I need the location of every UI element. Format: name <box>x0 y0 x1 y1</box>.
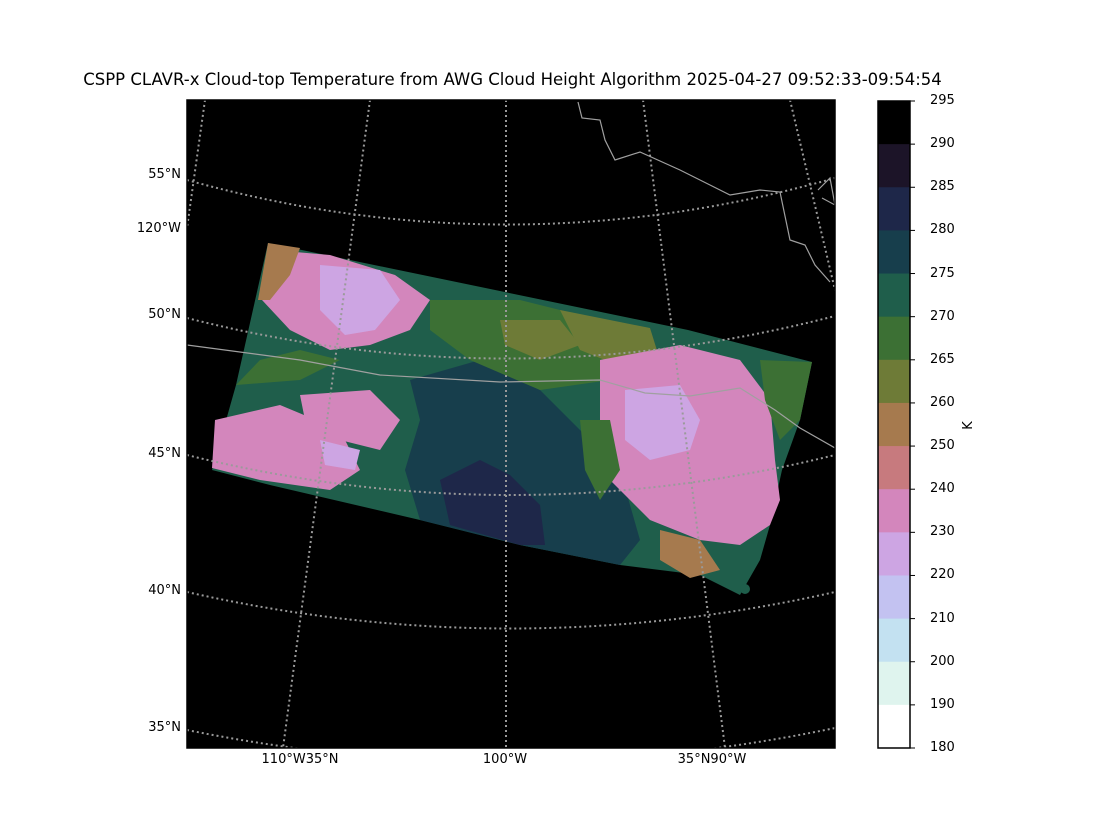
colorbar-tick-label: 295 <box>930 93 955 108</box>
colorbar-bin <box>878 402 910 447</box>
colorbar-tick-label: 265 <box>930 351 955 367</box>
swath-lavender-nw <box>320 265 400 335</box>
colorbar-tick-label: 270 <box>930 308 955 324</box>
colorbar-bin <box>878 187 910 231</box>
colorbar-tick-label: 290 <box>930 136 955 152</box>
colorbar-tick-label: 260 <box>930 394 955 410</box>
meridian-90 <box>642 100 726 748</box>
colorbar-bin <box>878 230 910 275</box>
boundaries <box>187 101 835 449</box>
colorbar-tick-label: 220 <box>930 567 955 583</box>
colorbar-tick-label: 190 <box>930 696 955 712</box>
colorbar-bin <box>878 618 910 663</box>
colorbar-bin <box>878 144 910 188</box>
swath-pink-sw2 <box>300 390 400 450</box>
lon-label-120: 120°W <box>136 221 181 236</box>
bottom-label-100w: 100°W <box>482 752 528 767</box>
hudson-coast <box>577 101 831 283</box>
colorbar-bin <box>878 273 910 318</box>
colorbar-frame <box>877 100 911 749</box>
colorbar-tick-label: 280 <box>930 222 955 238</box>
chart-title: CSPP CLAVR-x Cloud-top Temperature from … <box>83 70 942 89</box>
map-panel <box>186 99 836 749</box>
colorbar-bin <box>878 359 910 404</box>
bottom-label-110w-35n: 110°W35°N <box>261 752 339 767</box>
meridian-120 <box>187 100 206 229</box>
swath-navy-center <box>440 460 545 545</box>
swath-green-west <box>236 350 340 385</box>
colorbar-unit: K <box>960 421 976 430</box>
lat-label-50: 50°N <box>148 307 181 322</box>
us-canada-border <box>187 344 835 449</box>
swath-lavender-sw <box>320 440 360 470</box>
swath-brown-east <box>660 530 720 578</box>
graticule <box>187 100 835 748</box>
james-bay-coast <box>817 176 835 206</box>
colorbar <box>878 101 910 749</box>
lat-label-35: 35°N <box>148 720 181 735</box>
colorbar-tick-marks <box>910 100 915 749</box>
lat-label-40: 40°N <box>148 583 181 598</box>
colorbar-tick-label: 275 <box>930 265 955 281</box>
lat-label-45: 45°N <box>148 446 181 461</box>
colorbar-tick-label: 240 <box>930 481 955 497</box>
parallel-45 <box>187 454 835 496</box>
colorbar-bin <box>878 532 910 576</box>
colorbar-bin <box>878 704 910 749</box>
parallel-40 <box>187 591 835 630</box>
cloud-swath <box>212 243 812 595</box>
colorbar-tick-label: 250 <box>930 438 955 454</box>
parallel-50 <box>187 315 835 360</box>
colorbar-tick-label: 180 <box>930 740 955 755</box>
swath-cell-east <box>740 584 750 594</box>
colorbar-bin <box>878 446 910 490</box>
colorbar-bin <box>878 661 910 706</box>
colorbar-bin <box>878 489 910 533</box>
colorbar-bin <box>878 316 910 361</box>
swath-green-east <box>580 420 620 500</box>
colorbar-bin <box>878 101 910 145</box>
swath-green-east-edge <box>760 360 812 440</box>
colorbar-bin <box>878 575 910 620</box>
swath-brown-nw <box>258 243 300 300</box>
bottom-label-35n-90w: 35°N90°W <box>677 752 747 767</box>
swath-olive-mid <box>500 320 580 360</box>
lat-label-55: 55°N <box>148 167 181 182</box>
meridian-110 <box>282 100 371 748</box>
colorbar-tick-label: 210 <box>930 610 955 626</box>
colorbar-tick-label: 200 <box>930 653 955 669</box>
colorbar-tick-label: 285 <box>930 179 955 195</box>
map-frame <box>186 99 836 749</box>
colorbar-tick-label: 230 <box>930 524 955 540</box>
